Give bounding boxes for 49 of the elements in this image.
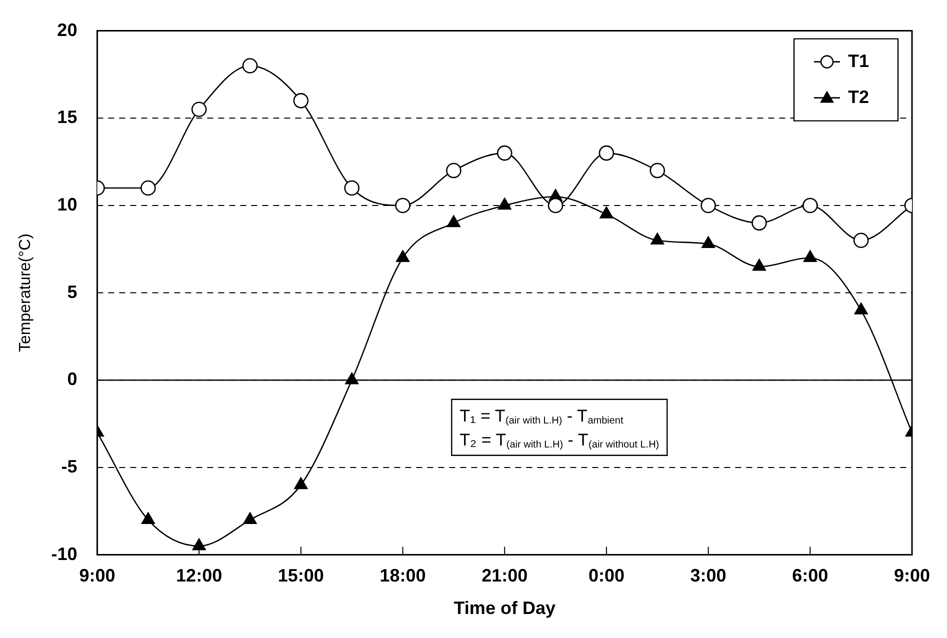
- x-tick-label: 0:00: [588, 566, 624, 586]
- point: [802, 198, 818, 214]
- point: [853, 232, 869, 248]
- point: [600, 206, 614, 218]
- point: [344, 180, 360, 196]
- point: [803, 250, 817, 262]
- y-tick-label: -5: [61, 456, 78, 476]
- y-axis-title: Temperature(°C): [17, 234, 34, 352]
- point: [854, 302, 868, 314]
- x-tick-label: 9:00: [79, 566, 116, 586]
- point: [294, 477, 308, 490]
- point: [192, 538, 206, 550]
- x-tick-label: 18:00: [380, 566, 426, 586]
- point: [548, 198, 564, 214]
- y-tick-label: 5: [67, 282, 78, 302]
- point: [752, 215, 767, 231]
- x-tick-label: 3:00: [690, 566, 726, 586]
- point: [702, 236, 716, 248]
- point: [345, 372, 359, 384]
- point: [396, 250, 410, 262]
- point: [242, 58, 258, 74]
- point: [191, 102, 207, 118]
- point: [141, 512, 155, 524]
- y-tick-label: 10: [57, 194, 78, 214]
- point: [650, 162, 666, 178]
- legend-label: T1: [848, 50, 870, 71]
- legend-label: T2: [848, 86, 870, 107]
- point: [395, 198, 410, 214]
- x-tick-label: 15:00: [278, 566, 324, 586]
- point: [446, 162, 462, 178]
- point: [700, 198, 716, 214]
- y-tick-label: 15: [57, 107, 78, 128]
- x-tick-label: 6:00: [792, 566, 828, 586]
- point: [752, 258, 766, 271]
- point: [293, 93, 309, 108]
- point: [140, 180, 156, 196]
- point: [598, 145, 614, 161]
- x-tick-label: 9:00: [894, 566, 930, 586]
- x-tick-label: 12:00: [176, 566, 222, 586]
- point: [496, 145, 512, 161]
- point: [243, 512, 257, 524]
- y-tick-label: -10: [51, 544, 78, 564]
- point: [446, 215, 460, 228]
- point: [498, 198, 512, 210]
- y-tick-label: 0: [67, 369, 78, 390]
- x-axis-title: Time of Day: [454, 598, 556, 618]
- x-tick-label: 21:00: [482, 566, 528, 586]
- point: [650, 232, 664, 245]
- y-tick-label: 20: [57, 20, 78, 40]
